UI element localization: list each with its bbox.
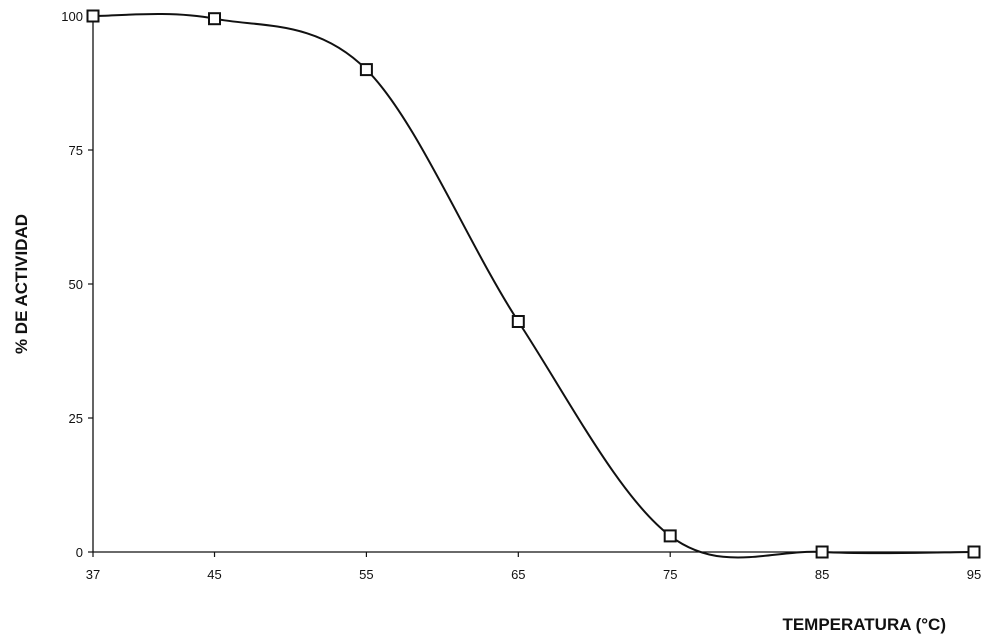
data-point-marker <box>208 12 221 26</box>
y-axis-ticks: 0 25 50 75 100 <box>61 9 93 560</box>
data-point-marker <box>86 9 100 23</box>
x-axis-title: TEMPERATURA (°C) <box>782 615 946 634</box>
data-point-marker <box>359 63 373 77</box>
y-tick-label: 100 <box>61 9 83 24</box>
y-tick-label: 0 <box>76 545 83 560</box>
y-axis-title: % DE ACTIVIDAD <box>12 214 31 354</box>
x-axis-ticks: 37 45 55 65 75 85 95 <box>86 552 981 582</box>
x-tick-label: 85 <box>815 567 829 582</box>
data-point-marker <box>511 315 525 328</box>
axes <box>92 14 976 553</box>
data-point-marker <box>967 545 981 559</box>
x-tick-label: 65 <box>511 567 525 582</box>
y-tick-label: 25 <box>69 411 83 426</box>
data-markers <box>86 9 981 559</box>
x-tick-label: 45 <box>207 567 221 582</box>
y-tick-label: 75 <box>69 143 83 158</box>
y-tick-label: 50 <box>69 277 83 292</box>
data-point-marker <box>663 529 677 543</box>
series-line <box>92 12 975 559</box>
x-tick-label: 55 <box>359 567 373 582</box>
data-point-marker <box>815 545 829 559</box>
x-tick-label: 37 <box>86 567 100 582</box>
x-tick-label: 75 <box>663 567 677 582</box>
x-tick-label: 95 <box>967 567 981 582</box>
